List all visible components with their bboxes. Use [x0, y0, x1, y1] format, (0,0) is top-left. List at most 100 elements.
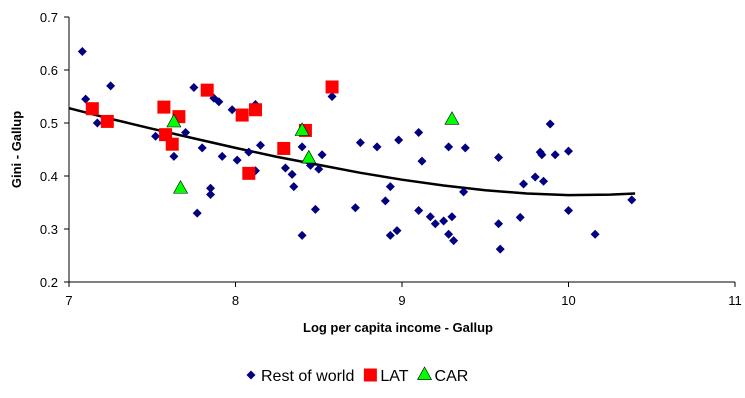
data-point — [106, 81, 116, 91]
data-point — [414, 128, 424, 138]
data-point — [417, 156, 427, 166]
data-point — [310, 204, 320, 214]
data-point — [173, 180, 189, 194]
data-point — [385, 182, 395, 192]
data-point — [169, 151, 179, 161]
x-axis-ticks: 7 8 9 10 11 — [65, 282, 742, 308]
data-point — [392, 226, 402, 236]
data-point — [449, 236, 459, 246]
y-tick-label: 0.3 — [40, 222, 58, 237]
x-tick-label: 8 — [232, 293, 239, 308]
data-point — [217, 151, 227, 161]
data-point — [444, 142, 454, 152]
data-point — [350, 203, 360, 213]
data-point — [157, 100, 171, 114]
data-point — [244, 147, 254, 157]
data-point — [92, 118, 102, 128]
series-car — [166, 111, 460, 194]
data-point — [515, 212, 525, 222]
data-point — [206, 183, 216, 193]
data-point — [165, 137, 179, 151]
data-point — [459, 187, 469, 197]
data-point — [77, 46, 87, 56]
x-tick-label: 9 — [398, 293, 405, 308]
data-point — [385, 230, 395, 240]
data-point — [301, 149, 317, 164]
data-point — [327, 92, 337, 101]
legend-label: CAR — [435, 368, 469, 385]
data-point — [325, 80, 339, 94]
x-axis-label: Log per capita income - Gallup — [303, 320, 493, 335]
data-point — [537, 150, 547, 160]
data-point — [277, 141, 291, 155]
data-point — [227, 105, 237, 115]
legend-marker — [417, 366, 433, 380]
data-point — [539, 176, 549, 186]
data-point — [206, 190, 216, 200]
data-point — [297, 230, 307, 240]
data-point — [314, 164, 324, 174]
data-point — [317, 150, 327, 160]
data-point — [430, 219, 440, 229]
data-point — [372, 142, 382, 152]
y-tick-label: 0.5 — [40, 116, 58, 131]
data-point — [280, 163, 290, 173]
data-point — [255, 140, 265, 150]
data-point — [192, 208, 202, 218]
y-axis-label: Gini - Gallup — [9, 111, 24, 188]
data-point — [197, 143, 207, 153]
data-point — [627, 195, 637, 205]
data-point — [444, 111, 460, 125]
legend-marker — [363, 368, 377, 382]
legend-marker — [246, 370, 256, 380]
data-point — [425, 212, 435, 222]
data-points — [77, 46, 637, 254]
y-tick-label: 0.7 — [40, 10, 58, 25]
data-point — [414, 205, 424, 215]
series-rest-of-world — [77, 46, 637, 254]
data-point — [214, 97, 224, 107]
data-point — [81, 94, 91, 104]
data-point — [289, 182, 299, 192]
data-point — [181, 128, 191, 138]
legend-label: LAT — [380, 368, 408, 385]
y-axis-ticks: 0.2 0.3 0.4 0.5 0.6 0.7 — [40, 10, 69, 290]
data-point — [297, 142, 307, 152]
data-point — [151, 131, 161, 141]
data-point — [166, 113, 182, 128]
y-tick-label: 0.2 — [40, 275, 58, 290]
data-point — [495, 244, 505, 254]
y-tick-label: 0.4 — [40, 169, 58, 184]
data-point — [447, 212, 457, 222]
data-point — [564, 205, 573, 215]
y-tick-label: 0.6 — [40, 63, 58, 78]
data-point — [85, 102, 99, 116]
data-point — [439, 216, 449, 226]
x-tick-label: 10 — [561, 293, 575, 308]
data-point — [355, 138, 365, 148]
data-point — [444, 229, 454, 239]
data-point — [294, 122, 310, 136]
data-point — [242, 166, 256, 180]
data-point — [200, 83, 214, 97]
data-point — [494, 219, 504, 229]
data-point — [564, 146, 573, 156]
data-point — [530, 172, 540, 182]
legend-label: Rest of world — [261, 368, 354, 385]
x-tick-label: 7 — [65, 293, 72, 308]
data-point — [519, 179, 529, 189]
data-point — [287, 169, 297, 179]
x-tick-label: 11 — [728, 293, 742, 308]
data-point — [380, 196, 390, 206]
data-point — [460, 143, 470, 153]
data-point — [235, 108, 249, 122]
data-point — [100, 114, 114, 128]
data-point — [494, 152, 504, 162]
data-point — [248, 103, 262, 117]
data-point — [232, 155, 242, 165]
data-point — [394, 135, 404, 145]
data-point — [550, 150, 560, 160]
data-point — [545, 119, 555, 129]
data-point — [189, 82, 199, 92]
